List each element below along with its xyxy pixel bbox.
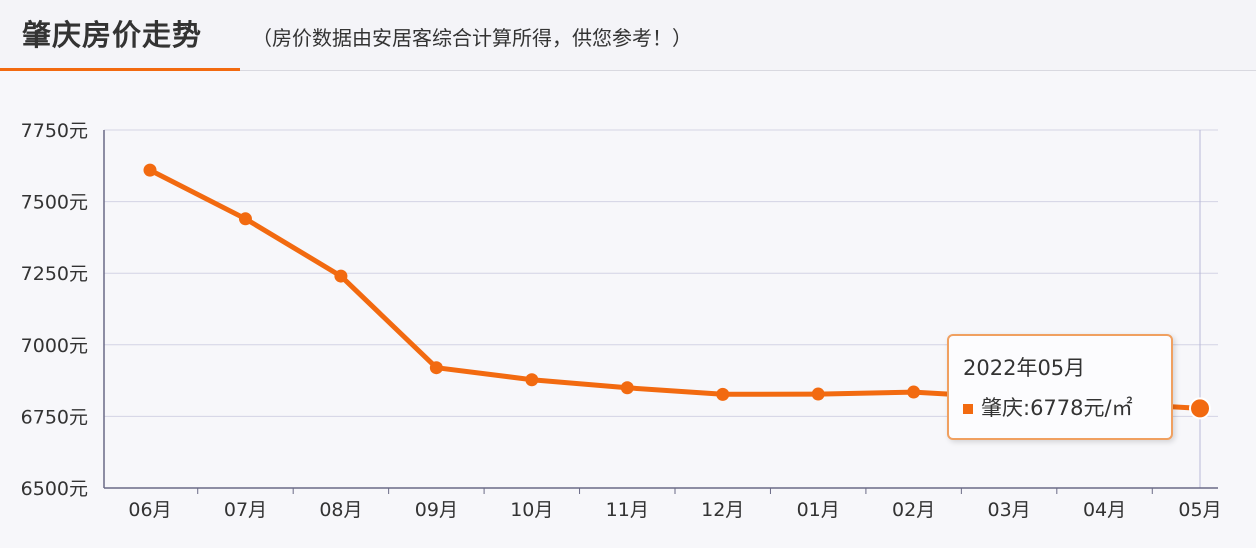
data-point (525, 373, 539, 387)
tooltip-row: 肇庆:6778元/㎡ (963, 392, 1133, 422)
x-tick-label: 09月 (415, 499, 458, 521)
series-line (147, 167, 1203, 411)
data-point (238, 212, 252, 226)
x-tick-label: 12月 (701, 499, 744, 521)
series-line-layer (147, 167, 1203, 411)
y-tick-label: 7500元 (21, 192, 88, 214)
x-tick-label: 03月 (987, 499, 1030, 521)
data-point (620, 381, 634, 395)
y-tick-label: 7250元 (21, 263, 88, 285)
x-tick-label: 08月 (319, 499, 362, 521)
data-tooltip: 2022年05月 肇庆:6778元/㎡ (947, 334, 1173, 440)
y-tick-label: 6500元 (21, 478, 88, 500)
y-tick-label: 7750元 (21, 120, 88, 142)
x-tick-label: 10月 (510, 499, 553, 521)
x-tick-label: 06月 (128, 499, 171, 521)
data-point (143, 163, 157, 177)
tooltip-date: 2022年05月 (963, 356, 1086, 380)
axes (103, 130, 1218, 494)
x-tick-label: 11月 (606, 499, 649, 521)
series-points (143, 163, 1211, 420)
chart-header: 肇庆房价走势 （房价数据由安居客综合计算所得，供您参考！） (0, 0, 1256, 71)
title-underline (0, 68, 240, 71)
highlighted-data-point (1189, 397, 1211, 420)
data-point (811, 387, 825, 401)
tick-labels: 6500元 6750元 7000元 7250元 7500元 7750元 06月 07月 08月 0… (21, 120, 1222, 521)
data-point (716, 387, 730, 401)
tooltip-value: 肇庆:6778元/㎡ (981, 396, 1133, 420)
data-point (907, 385, 921, 399)
tooltip-series-marker (963, 404, 973, 414)
x-tick-label: 02月 (892, 499, 935, 521)
y-tick-label: 6750元 (21, 406, 88, 428)
x-tick-label: 05月 (1178, 499, 1221, 521)
y-tick-label: 7000元 (21, 335, 88, 357)
page-subtitle: （房价数据由安居客综合计算所得，供您参考！） (252, 26, 692, 50)
data-point (334, 269, 348, 283)
page-title: 肇庆房价走势 (22, 18, 203, 52)
x-tick-label: 04月 (1083, 499, 1126, 521)
data-point (429, 361, 443, 375)
x-tick-label: 07月 (224, 499, 267, 521)
x-tick-label: 01月 (797, 499, 840, 521)
grid-lines (104, 129, 1218, 488)
